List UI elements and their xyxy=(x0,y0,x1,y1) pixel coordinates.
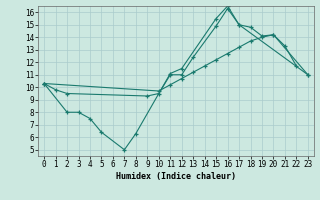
X-axis label: Humidex (Indice chaleur): Humidex (Indice chaleur) xyxy=(116,172,236,181)
